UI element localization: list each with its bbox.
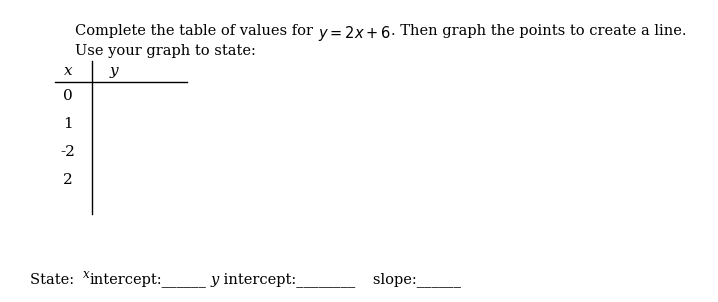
Text: State:: State: (30, 273, 83, 287)
Text: Complete the table of values for: Complete the table of values for (75, 24, 317, 38)
Text: -2: -2 (60, 145, 75, 159)
Text: 1: 1 (63, 117, 73, 131)
Text: $y = 2x + 6$: $y = 2x + 6$ (317, 24, 391, 43)
Text: intercept:________: intercept:________ (219, 273, 355, 288)
Text: Use your graph to state:: Use your graph to state: (75, 44, 256, 58)
Text: intercept:______: intercept:______ (90, 273, 207, 288)
Text: . Then graph the points to create a line.: . Then graph the points to create a line… (391, 24, 686, 38)
Text: slope:______: slope:______ (360, 273, 462, 288)
Text: y: y (110, 64, 118, 78)
Text: 2: 2 (63, 173, 73, 187)
Text: x: x (83, 268, 90, 281)
Text: 0: 0 (63, 89, 73, 103)
Text: x: x (64, 64, 73, 78)
Text: y: y (211, 273, 219, 287)
